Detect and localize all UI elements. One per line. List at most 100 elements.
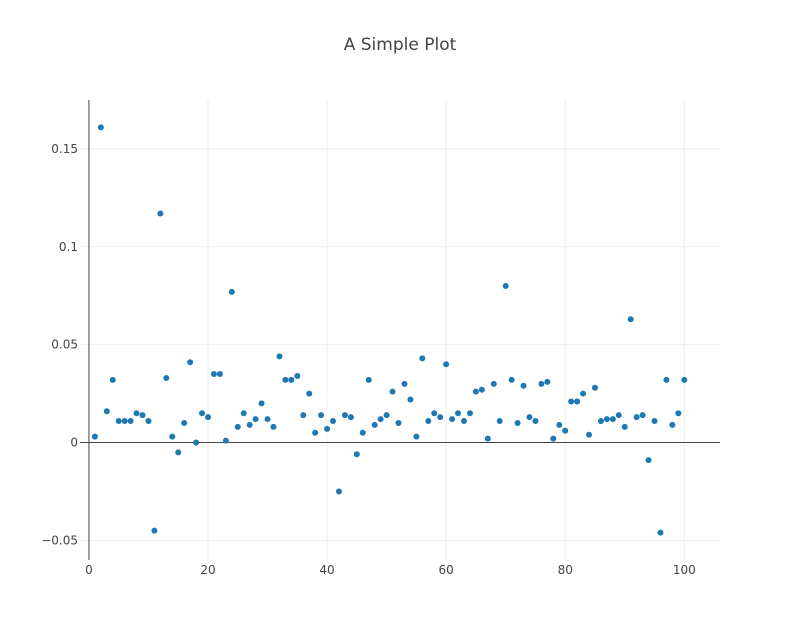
data-point [591, 384, 598, 391]
data-point [163, 374, 170, 381]
data-point [97, 124, 104, 131]
data-point [663, 376, 670, 383]
data-point [300, 412, 307, 419]
y-tick-label: −0.05 [41, 533, 78, 547]
data-point [544, 378, 551, 385]
data-point [383, 412, 390, 419]
data-point [550, 435, 557, 442]
data-point [240, 410, 247, 417]
data-point [91, 433, 98, 440]
data-point [252, 416, 259, 423]
data-point [139, 412, 146, 419]
data-point [246, 421, 253, 428]
data-point [621, 423, 628, 430]
data-point [306, 390, 313, 397]
data-point [127, 418, 134, 425]
data-point [681, 376, 688, 383]
data-point [216, 371, 223, 378]
data-point [103, 408, 110, 415]
data-point [151, 527, 158, 534]
data-point [199, 410, 206, 417]
y-tick-labels: −0.05 0 0.05 0.1 0.15 [41, 142, 78, 547]
data-point [347, 414, 354, 421]
data-point [466, 410, 473, 417]
y-tick-label: 0 [70, 436, 78, 450]
data-point [496, 418, 503, 425]
data-point [425, 418, 432, 425]
data-point [484, 435, 491, 442]
data-point [341, 412, 348, 419]
data-point [377, 416, 384, 423]
data-point [318, 412, 325, 419]
data-points [91, 124, 688, 536]
data-point [568, 398, 575, 405]
x-tick-label: 100 [673, 563, 696, 577]
data-point [324, 425, 331, 432]
data-point [264, 416, 271, 423]
data-point [645, 457, 652, 464]
data-point [490, 380, 497, 387]
data-point [603, 416, 610, 423]
data-point [597, 418, 604, 425]
data-point [222, 437, 229, 444]
data-point [520, 382, 527, 389]
data-point [330, 418, 337, 425]
x-tick-label: 40 [319, 563, 334, 577]
data-point [437, 414, 444, 421]
data-point [276, 353, 283, 360]
data-point [258, 400, 265, 407]
x-tick-label: 80 [558, 563, 573, 577]
data-point [657, 529, 664, 536]
data-point [431, 410, 438, 417]
x-tick-label: 60 [438, 563, 453, 577]
data-point [288, 376, 295, 383]
data-point [502, 282, 509, 289]
data-point [133, 410, 140, 417]
data-point [115, 418, 122, 425]
data-point [359, 429, 366, 436]
data-point [478, 386, 485, 393]
y-tick-label: 0.05 [51, 338, 78, 352]
data-point [514, 419, 521, 426]
data-point [449, 416, 456, 423]
data-point [175, 449, 182, 456]
x-tick-labels: 0 20 40 60 80 100 [85, 563, 696, 577]
data-point [651, 418, 658, 425]
data-point [615, 412, 622, 419]
data-point [675, 410, 682, 417]
data-point [419, 355, 426, 362]
data-point [181, 419, 188, 426]
data-point [335, 488, 342, 495]
data-point [145, 418, 152, 425]
data-point [401, 380, 408, 387]
data-point [395, 419, 402, 426]
data-point [205, 414, 211, 421]
data-point [365, 376, 372, 383]
data-point [193, 439, 200, 446]
data-point [669, 421, 676, 428]
data-point [312, 429, 319, 436]
y-tick-label: 0.1 [59, 240, 78, 254]
data-point [389, 388, 396, 395]
x-tick-label: 0 [85, 563, 93, 577]
data-point [574, 398, 581, 405]
data-point [455, 410, 462, 417]
grid-lines [80, 100, 720, 560]
data-point [270, 423, 277, 430]
data-point [210, 371, 217, 378]
data-point [633, 414, 640, 421]
data-point [371, 421, 378, 428]
data-point [538, 380, 545, 387]
data-point [187, 359, 194, 366]
data-point [639, 412, 646, 419]
data-point [407, 396, 414, 403]
axes [80, 100, 720, 560]
data-point [443, 361, 450, 368]
data-point [586, 431, 593, 438]
chart-title: A Simple Plot [344, 35, 457, 55]
data-point [228, 288, 235, 295]
y-tick-label: 0.15 [51, 142, 78, 156]
data-point [461, 418, 467, 425]
x-tick-label: 20 [200, 563, 215, 577]
